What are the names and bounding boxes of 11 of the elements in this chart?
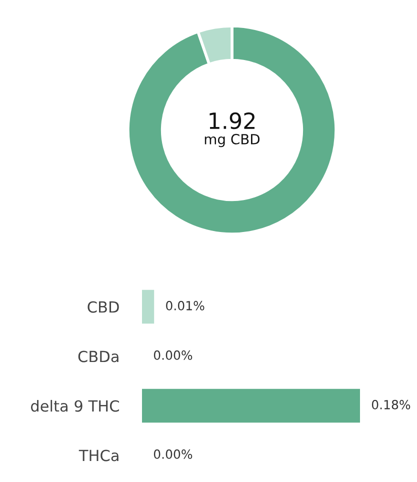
y-tick-label: THCa xyxy=(78,450,118,462)
text: 1.92 xyxy=(210,112,255,130)
data-label: 0.00% xyxy=(154,449,192,459)
y-tick-label: CBD xyxy=(88,301,119,313)
text: mg CBD xyxy=(204,134,260,148)
data-label: 0.01% xyxy=(166,300,204,310)
y-tick-label: CBDa xyxy=(78,350,118,362)
y-tick-label: delta 9 THC xyxy=(31,400,119,412)
data-label: 0.00% xyxy=(154,350,192,360)
donut-slice xyxy=(126,24,338,236)
data-label: 0.18% xyxy=(372,400,410,410)
